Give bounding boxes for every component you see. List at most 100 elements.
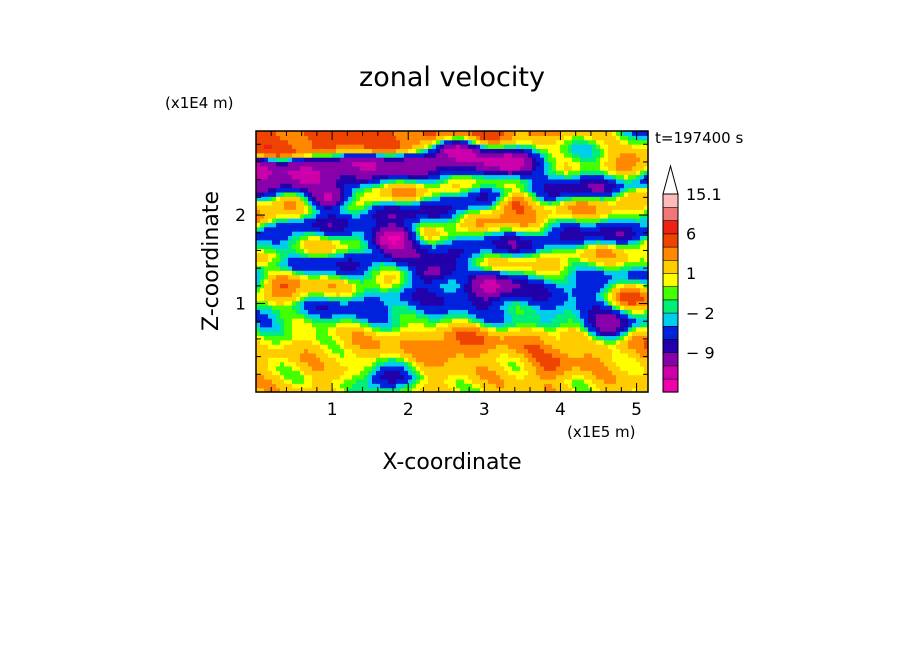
contour-cell bbox=[584, 248, 589, 254]
contour-cell bbox=[596, 222, 601, 228]
contour-cell bbox=[448, 204, 453, 210]
contour-cell bbox=[560, 344, 565, 350]
contour-cell bbox=[524, 352, 529, 358]
contour-cell bbox=[416, 274, 421, 280]
contour-cell bbox=[576, 331, 581, 337]
contour-cell bbox=[276, 222, 281, 228]
contour-cell bbox=[576, 278, 581, 284]
contour-cell bbox=[524, 278, 529, 284]
contour-cell bbox=[356, 278, 361, 284]
contour-cell bbox=[556, 265, 561, 271]
contour-cell bbox=[412, 222, 417, 228]
contour-cell bbox=[624, 178, 629, 184]
contour-cell bbox=[344, 174, 349, 180]
contour-cell bbox=[464, 222, 469, 228]
contour-cell bbox=[620, 196, 625, 202]
contour-cell bbox=[644, 335, 649, 341]
contour-cell bbox=[504, 191, 509, 197]
contour-cell bbox=[640, 257, 645, 263]
contour-cell bbox=[632, 187, 637, 193]
contour-cell bbox=[268, 283, 273, 289]
contour-cell bbox=[256, 187, 261, 193]
contour-cell bbox=[516, 309, 521, 315]
contour-cell bbox=[432, 348, 437, 354]
contour-cell bbox=[548, 313, 553, 319]
contour-cell bbox=[612, 335, 617, 341]
contour-cell bbox=[596, 300, 601, 306]
contour-cell bbox=[372, 287, 377, 293]
contour-cell bbox=[324, 196, 329, 202]
contour-cell bbox=[600, 387, 605, 393]
contour-cell bbox=[328, 287, 333, 293]
contour-cell bbox=[272, 274, 277, 280]
contour-cell bbox=[472, 231, 477, 236]
contour-cell bbox=[612, 352, 617, 358]
contour-cell bbox=[396, 348, 401, 354]
contour-cell bbox=[568, 183, 573, 189]
contour-cell bbox=[312, 213, 317, 219]
contour-cell bbox=[640, 365, 645, 371]
contour-cell bbox=[288, 261, 293, 267]
contour-cell bbox=[496, 365, 501, 371]
contour-cell bbox=[288, 296, 293, 302]
contour-cell bbox=[632, 244, 637, 250]
contour-cell bbox=[476, 287, 481, 293]
contour-cell bbox=[560, 226, 565, 232]
contour-cell bbox=[456, 226, 461, 232]
contour-cell bbox=[496, 357, 501, 363]
contour-cell bbox=[608, 226, 613, 232]
contour-cell bbox=[332, 335, 337, 341]
contour-cell bbox=[496, 257, 501, 263]
contour-cell bbox=[384, 291, 389, 297]
contour-cell bbox=[352, 291, 357, 297]
contour-cell bbox=[540, 305, 545, 310]
contour-cell bbox=[336, 222, 341, 228]
contour-cell bbox=[616, 357, 621, 363]
contour-cell bbox=[296, 352, 301, 358]
contour-cell bbox=[624, 278, 629, 284]
contour-cell bbox=[484, 278, 489, 284]
contour-cell bbox=[468, 296, 473, 302]
contour-cell bbox=[548, 300, 553, 306]
contour-cell bbox=[360, 231, 365, 236]
contour-cell bbox=[436, 300, 441, 306]
contour-cell bbox=[360, 331, 365, 337]
contour-cell bbox=[488, 218, 493, 223]
contour-cell bbox=[636, 313, 641, 319]
contour-cell bbox=[512, 326, 517, 332]
contour-cell bbox=[428, 265, 433, 271]
contour-cell bbox=[612, 196, 617, 202]
contour-cell bbox=[536, 244, 541, 250]
contour-cell bbox=[628, 387, 633, 393]
contour-cell bbox=[544, 387, 549, 393]
contour-cell bbox=[580, 257, 585, 263]
contour-cell bbox=[372, 361, 377, 367]
contour-cell bbox=[452, 213, 457, 219]
contour-cell bbox=[424, 283, 429, 289]
contour-cell bbox=[640, 200, 645, 206]
contour-cell bbox=[540, 291, 545, 297]
contour-cell bbox=[436, 274, 441, 280]
contour-cell bbox=[564, 339, 569, 345]
contour-cell bbox=[384, 274, 389, 280]
contour-cell bbox=[504, 252, 509, 258]
contour-cell bbox=[308, 283, 313, 289]
contour-cell bbox=[516, 296, 521, 302]
contour-cell bbox=[568, 326, 573, 332]
contour-cell bbox=[320, 283, 325, 289]
contour-cell bbox=[364, 370, 369, 376]
contour-cell bbox=[384, 361, 389, 367]
contour-cell bbox=[420, 265, 425, 271]
contour-cell bbox=[332, 287, 337, 293]
contour-cell bbox=[400, 370, 405, 376]
contour-cell bbox=[332, 170, 337, 176]
contour-cell bbox=[360, 261, 365, 267]
contour-cell bbox=[264, 248, 269, 254]
contour-cell bbox=[420, 348, 425, 354]
contour-cell bbox=[488, 357, 493, 363]
contour-cell bbox=[432, 231, 437, 236]
contour-cell bbox=[296, 274, 301, 280]
contour-cell bbox=[272, 178, 277, 184]
contour-cell bbox=[480, 235, 485, 241]
contour-cell bbox=[640, 309, 645, 315]
